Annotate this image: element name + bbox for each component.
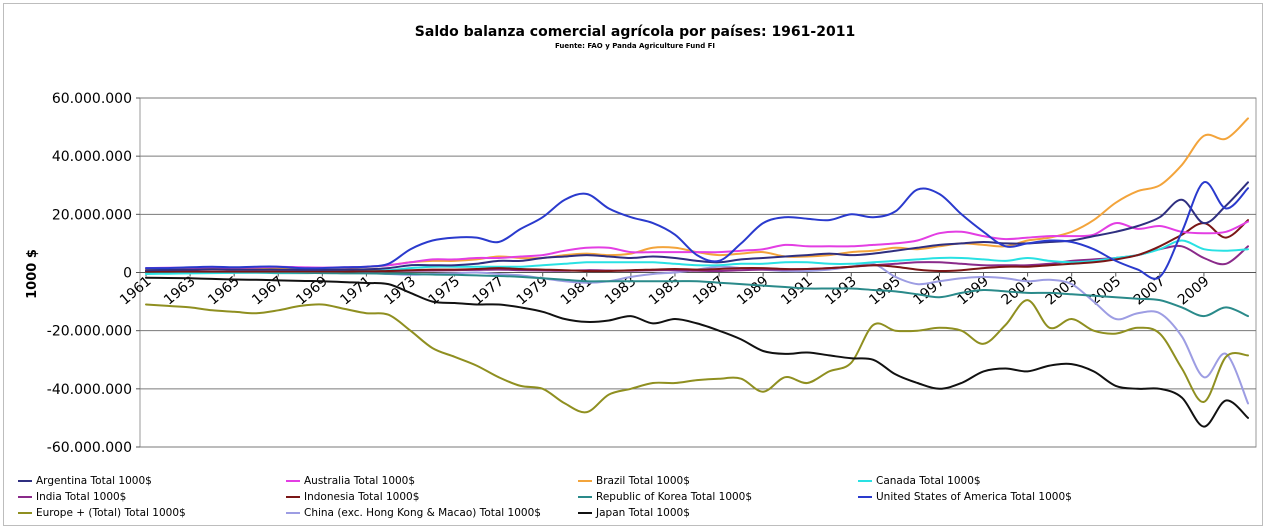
legend-swatch (286, 496, 300, 498)
legend-label: Argentina Total 1000$ (36, 475, 152, 487)
legend-swatch (858, 496, 872, 498)
x-tick-label: 1989 (734, 273, 772, 308)
legend-label: China (exc. Hong Kong & Macao) Total 100… (304, 507, 541, 519)
x-tick-label: 2005 (1087, 273, 1125, 308)
legend-item: Japan Total 1000$ (578, 506, 690, 520)
series-line-brazil-total-1000 (145, 117, 1249, 271)
legend-item: China (exc. Hong Kong & Macao) Total 100… (286, 506, 541, 520)
legend-item: India Total 1000$ (18, 490, 126, 504)
x-tick-label: 2007 (1131, 273, 1169, 308)
legend-item: Canada Total 1000$ (858, 474, 981, 488)
x-tick-label: 1991 (778, 273, 816, 308)
legend: Argentina Total 1000$ Australia Total 100… (18, 474, 1258, 522)
legend-item: Republic of Korea Total 1000$ (578, 490, 752, 504)
x-tick-label: 2009 (1175, 273, 1213, 308)
chart-subtitle: Fuente: FAO y Panda Agriculture Fund FI (555, 42, 715, 50)
y-tick-label: -40.000.000 (47, 382, 132, 398)
legend-swatch (578, 496, 592, 498)
chart-frame: Saldo balanza comercial agrícola por paí… (3, 3, 1263, 526)
legend-item: Europe + (Total) Total 1000$ (18, 506, 186, 520)
legend-label: Indonesia Total 1000$ (304, 491, 420, 503)
legend-label: India Total 1000$ (36, 491, 127, 503)
x-tick-label: 1967 (249, 273, 287, 308)
x-tick-label: 1973 (381, 273, 419, 308)
legend-label: Republic of Korea Total 1000$ (596, 491, 753, 503)
series-line-indonesia-total-1000 (145, 219, 1249, 273)
legend-item: Brazil Total 1000$ (578, 474, 690, 488)
plot-area: 60.000.000 40.000.000 20.000.000 0 -20.000.0… (47, 91, 1257, 456)
legend-item: Argentina Total 1000$ (18, 474, 152, 488)
legend-label: Australia Total 1000$ (304, 475, 416, 487)
legend-label: Brazil Total 1000$ (596, 475, 690, 487)
y-tick-label: 0 (123, 266, 132, 282)
series-line-republic-of-korea-total-1000 (145, 271, 1249, 318)
y-tick-label: 40.000.000 (52, 149, 132, 165)
legend-swatch (18, 480, 32, 482)
x-tick-label: 1993 (822, 273, 860, 308)
x-tick-label: 1981 (558, 273, 596, 308)
x-tick-label: 1977 (470, 273, 508, 308)
chart-title: Saldo balanza comercial agrícola por paí… (415, 24, 855, 40)
series-line-japan-total-1000 (145, 276, 1249, 428)
legend-swatch (286, 480, 300, 482)
legend-label: Europe + (Total) Total 1000$ (36, 507, 186, 519)
legend-swatch (18, 512, 32, 514)
legend-label: United States of America Total 1000$ (876, 491, 1072, 503)
y-tick-label: -20.000.000 (47, 324, 132, 340)
series-line-united-states-of-america-total-1000 (145, 181, 1249, 280)
x-tick-label: 1969 (293, 273, 331, 308)
x-tick-label: 1971 (337, 273, 375, 308)
x-tick-label: 1997 (910, 273, 948, 308)
legend-item: Australia Total 1000$ (286, 474, 415, 488)
legend-item: Indonesia Total 1000$ (286, 490, 419, 504)
legend-swatch (858, 480, 872, 482)
chart-canvas: Saldo balanza comercial agrícola por paí… (25, 24, 1257, 456)
series-line-europe-total-total-1000 (145, 299, 1249, 414)
legend-swatch (286, 512, 300, 514)
x-tick-label: 1987 (690, 273, 728, 308)
legend-item: United States of America Total 1000$ (858, 490, 1072, 504)
x-tick-label: 1985 (646, 273, 684, 308)
y-axis-label: 1000 $ (25, 249, 40, 299)
legend-label: Japan Total 1000$ (596, 507, 690, 519)
x-tick-label: 2003 (1043, 273, 1081, 308)
y-tick-label: 20.000.000 (52, 207, 132, 223)
y-tick-label: 60.000.000 (52, 91, 132, 107)
legend-label: Canada Total 1000$ (876, 475, 981, 487)
legend-swatch (18, 496, 32, 498)
legend-swatch (578, 480, 592, 482)
legend-swatch (578, 512, 592, 514)
y-tick-label: -60.000.000 (47, 440, 132, 456)
